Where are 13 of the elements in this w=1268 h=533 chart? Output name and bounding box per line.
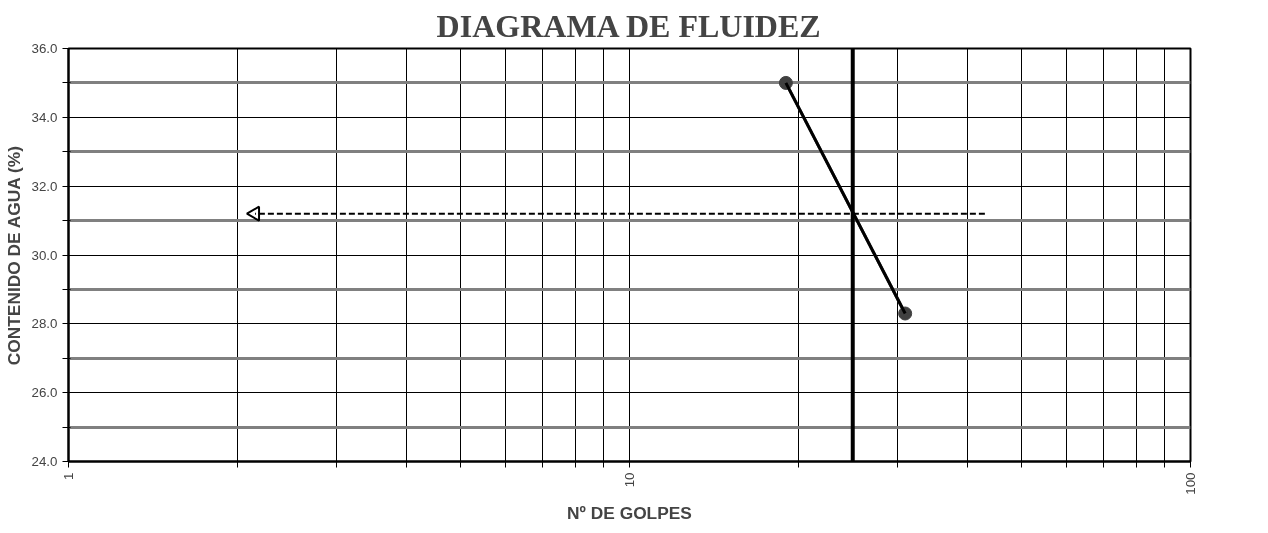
y-tick-label: 30.0 (31, 247, 58, 263)
x-tick-label: 10 (622, 472, 637, 488)
y-tick-label: 32.0 (31, 178, 58, 194)
x-tick-label: 100 (1183, 472, 1198, 495)
y-tick-label: 26.0 (31, 385, 58, 401)
x-axis-title: Nº DE GOLPES (567, 502, 692, 523)
y-tick-label: 28.0 (31, 316, 58, 332)
x-tick-label: 1 (61, 472, 76, 480)
y-tick-label: 34.0 (31, 109, 58, 125)
chart-title: DIAGRAMA DE FLUIDEZ (436, 7, 821, 44)
y-tick-label: 36.0 (31, 41, 58, 56)
y-axis-title: CONTENIDO DE AGUA (%) (3, 146, 24, 366)
y-tick-label: 24.0 (31, 454, 58, 469)
